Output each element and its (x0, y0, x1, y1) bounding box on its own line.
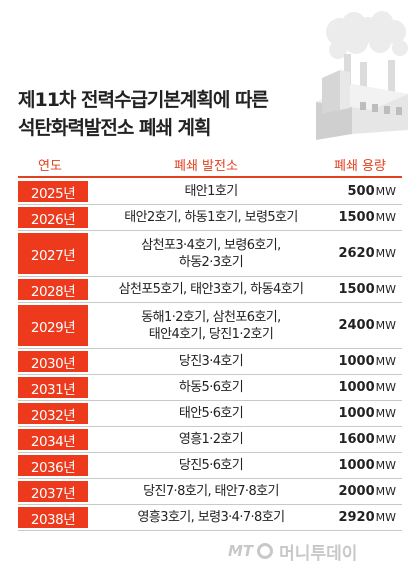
capacity-cell: 1000 MW (338, 401, 396, 426)
capacity-unit: MW (375, 485, 396, 498)
capacity-value: 2000 (338, 484, 375, 499)
plant-cell: 삼천포3·4호기, 보령6호기, 하동2·3호기 (92, 231, 330, 276)
capacity-cell: 2000 MW (338, 479, 396, 504)
capacity-unit: MW (375, 355, 396, 368)
capacity-cell: 1500 MW (338, 205, 396, 230)
plant-cell: 영흥3호기, 보령3·4·7·8호기 (92, 505, 330, 530)
table-row: 2025년 태안1호기 500 MW (18, 179, 402, 205)
plant-cell: 당진7·8호기, 태안7·8호기 (92, 479, 330, 504)
capacity-value: 2920 (338, 510, 375, 525)
header-plant: 폐쇄 발전소 (174, 159, 238, 174)
year-cell: 2026년 (18, 207, 88, 228)
capacity-unit: MW (375, 319, 396, 332)
capacity-value: 1000 (338, 354, 375, 369)
plant-cell: 태안1호기 (92, 179, 330, 204)
year-cell: 2036년 (18, 455, 88, 476)
capacity-cell: 2620 MW (338, 231, 396, 276)
plant-cell: 당진5·6호기 (92, 453, 330, 478)
header-capacity: 폐쇄 용량 (334, 159, 386, 174)
table-row: 2038년 영흥3호기, 보령3·4·7·8호기 2920 MW (18, 505, 402, 531)
plant-line: 하동5·6호기 (178, 380, 244, 395)
money-today-logo-ring-icon (257, 543, 274, 559)
plant-line: 태안2호기, 하동1호기, 보령5호기 (124, 210, 298, 225)
capacity-cell: 1600 MW (338, 427, 396, 452)
plant-line: 당진5·6호기 (178, 458, 244, 473)
watermark-prefix: MT (228, 542, 254, 560)
capacity-cell: 1500 MW (338, 277, 396, 302)
capacity-value: 500 (347, 184, 375, 199)
table-row: 2027년 삼천포3·4호기, 보령6호기, 하동2·3호기 2620 MW (18, 231, 402, 277)
table-row: 2030년 당진3·4호기 1000 MW (18, 349, 402, 375)
capacity-cell: 1000 MW (338, 349, 396, 374)
capacity-cell: 2920 MW (338, 505, 396, 530)
plant-line: 태안5·6호기 (178, 406, 244, 421)
table-row: 2037년 당진7·8호기, 태안7·8호기 2000 MW (18, 479, 402, 505)
capacity-unit: MW (375, 185, 396, 198)
capacity-value: 1000 (338, 406, 375, 421)
capacity-unit: MW (375, 433, 396, 446)
table-row: 2036년 당진5·6호기 1000 MW (18, 453, 402, 479)
table-row: 2032년 태안5·6호기 1000 MW (18, 401, 402, 427)
year-cell: 2028년 (18, 279, 88, 300)
year-cell: 2038년 (18, 507, 88, 528)
plant-cell: 동해1·2호기, 삼천포6호기, 태안4호기, 당진1·2호기 (92, 303, 330, 348)
year-cell: 2037년 (18, 481, 88, 502)
plant-line: 삼천포3·4호기, 보령6호기, (141, 237, 281, 253)
table-row: 2026년 태안2호기, 하동1호기, 보령5호기 1500 MW (18, 205, 402, 231)
plant-cell: 당진3·4호기 (92, 349, 330, 374)
plant-cell: 태안2호기, 하동1호기, 보령5호기 (92, 205, 330, 230)
title-line-2: 석탄화력발전소 폐쇄 계획 (18, 117, 212, 139)
capacity-unit: MW (375, 407, 396, 420)
capacity-value: 1600 (338, 432, 375, 447)
table-row: 2028년 삼천포5호기, 태안3호기, 하동4호기 1500 MW (18, 277, 402, 303)
page-title: 제11차 전력수급기본계획에 따른 석탄화력발전소 폐쇄 계획 (18, 86, 318, 142)
capacity-cell: 500 MW (347, 179, 396, 204)
capacity-cell: 2400 MW (338, 303, 396, 348)
header-year: 연도 (38, 159, 62, 174)
capacity-unit: MW (375, 211, 396, 224)
capacity-unit: MW (375, 247, 396, 260)
table-row: 2029년 동해1·2호기, 삼천포6호기, 태안4호기, 당진1·2호기 2400 M… (18, 303, 402, 349)
plant-cell: 삼천포5호기, 태안3호기, 하동4호기 (92, 277, 330, 302)
capacity-unit: MW (375, 459, 396, 472)
plant-line: 태안4호기, 당진1·2호기 (148, 326, 274, 342)
watermark: MT 머니투데이 (228, 540, 404, 564)
year-cell: 2029년 (18, 305, 88, 346)
capacity-value: 2620 (338, 246, 375, 261)
plant-line: 삼천포5호기, 태안3호기, 하동4호기 (118, 282, 304, 297)
capacity-value: 1000 (338, 380, 375, 395)
capacity-value: 2400 (338, 318, 375, 333)
plant-cell: 영흥1·2호기 (92, 427, 330, 452)
capacity-value: 1500 (338, 210, 375, 225)
title-line-1: 제11차 전력수급기본계획에 따른 (18, 89, 269, 111)
header-divider (18, 176, 402, 178)
capacity-cell: 1000 MW (338, 453, 396, 478)
year-cell: 2027년 (18, 233, 88, 274)
plant-line: 하동2·3호기 (178, 254, 244, 270)
capacity-unit: MW (375, 283, 396, 296)
year-cell: 2034년 (18, 429, 88, 450)
plant-cell: 태안5·6호기 (92, 401, 330, 426)
year-cell: 2030년 (18, 351, 88, 372)
year-cell: 2025년 (18, 181, 88, 202)
capacity-cell: 1000 MW (338, 375, 396, 400)
year-cell: 2032년 (18, 403, 88, 424)
year-cell: 2031년 (18, 377, 88, 398)
capacity-value: 1000 (338, 458, 375, 473)
plant-line: 동해1·2호기, 삼천포6호기, (141, 309, 281, 325)
power-plant-illustration (316, 11, 408, 140)
table-row: 2034년 영흥1·2호기 1600 MW (18, 427, 402, 453)
capacity-unit: MW (375, 381, 396, 394)
capacity-unit: MW (375, 511, 396, 524)
plant-line: 영흥3호기, 보령3·4·7·8호기 (137, 510, 286, 525)
table-row: 2031년 하동5·6호기 1000 MW (18, 375, 402, 401)
plant-line: 당진7·8호기, 태안7·8호기 (143, 484, 279, 499)
capacity-value: 1500 (338, 282, 375, 297)
plant-cell: 하동5·6호기 (92, 375, 330, 400)
watermark-brand: 머니투데이 (279, 543, 358, 564)
plant-line: 태안1호기 (184, 184, 238, 199)
plant-line: 영흥1·2호기 (178, 432, 244, 447)
plant-line: 당진3·4호기 (178, 354, 244, 369)
